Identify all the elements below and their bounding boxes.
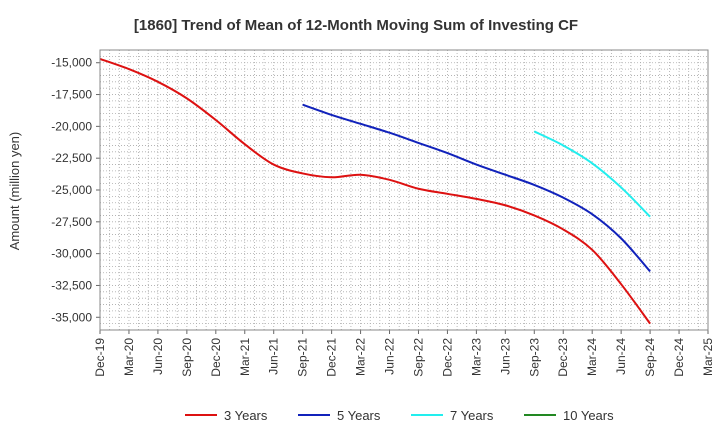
series-line-7-years xyxy=(533,130,651,218)
y-tick-label: -15,000 xyxy=(51,56,92,70)
x-tick-label: Dec-21 xyxy=(325,338,339,377)
grid xyxy=(99,49,709,331)
y-tick-label: -22,500 xyxy=(51,151,92,165)
x-tick-label: Mar-22 xyxy=(354,338,368,376)
chart-title: [1860] Trend of Mean of 12-Month Moving … xyxy=(134,17,578,34)
x-tick-label: Sep-20 xyxy=(180,338,194,377)
plot-frame xyxy=(99,49,709,331)
x-tick-label: Dec-23 xyxy=(556,338,570,377)
x-tick-label: Mar-25 xyxy=(701,338,715,376)
legend-label: 5 Years xyxy=(337,408,381,423)
x-tick-label: Jun-24 xyxy=(614,338,628,375)
y-axis: -15,000 -17,500 -20,000 -22,500 -25,000 -27,5… xyxy=(51,56,100,324)
series-line-3-years xyxy=(99,57,651,325)
series-group xyxy=(99,57,651,325)
legend: 3 Years 5 Years 7 Years 10 Years xyxy=(185,408,614,423)
x-tick-label: Sep-24 xyxy=(643,338,657,377)
x-tick-label: Dec-24 xyxy=(672,338,686,377)
y-tick-label: -20,000 xyxy=(51,119,92,133)
x-tick-label: Mar-23 xyxy=(469,338,483,376)
x-axis: Dec-19 Mar-20 Jun-20 Sep-20 Dec-20 Mar-21 Jun-… xyxy=(93,330,715,377)
legend-label: 10 Years xyxy=(563,408,614,423)
x-tick-label: Mar-21 xyxy=(238,338,252,376)
x-tick-label: Mar-24 xyxy=(585,338,599,376)
y-tick-label: -32,500 xyxy=(51,278,92,292)
legend-label: 7 Years xyxy=(450,408,494,423)
y-tick-label: -30,000 xyxy=(51,247,92,261)
x-tick-label: Dec-19 xyxy=(93,338,107,377)
y-tick-label: -27,500 xyxy=(51,215,92,229)
x-tick-label: Sep-23 xyxy=(527,338,541,377)
y-tick-label: -17,500 xyxy=(51,88,92,102)
x-tick-label: Jun-23 xyxy=(498,338,512,375)
x-tick-label: Dec-20 xyxy=(209,338,223,377)
legend-label: 3 Years xyxy=(224,408,268,423)
x-tick-label: Sep-22 xyxy=(411,338,425,377)
y-axis-title: Amount (million yen) xyxy=(7,132,22,251)
x-tick-label: Sep-21 xyxy=(296,338,310,377)
x-tick-label: Dec-22 xyxy=(440,338,454,377)
x-tick-label: Jun-22 xyxy=(383,338,397,375)
y-tick-label: -25,000 xyxy=(51,183,92,197)
x-tick-label: Mar-20 xyxy=(122,338,136,376)
y-tick-label: -35,000 xyxy=(51,310,92,324)
x-tick-label: Jun-21 xyxy=(267,338,281,375)
x-tick-label: Jun-20 xyxy=(151,338,165,375)
series-line-5-years xyxy=(302,103,651,273)
